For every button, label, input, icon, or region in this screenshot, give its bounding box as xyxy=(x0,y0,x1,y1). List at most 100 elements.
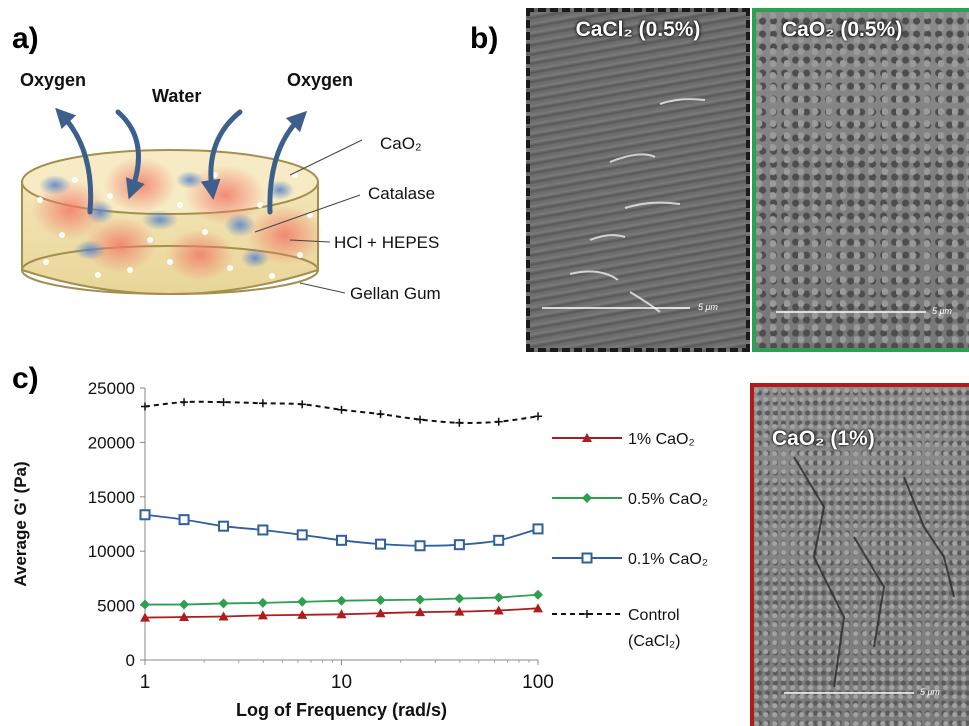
data-point-2 xyxy=(257,524,269,536)
data-point-3 xyxy=(337,405,346,414)
x-tick-label: 100 xyxy=(522,672,554,693)
data-point-0 xyxy=(336,609,347,619)
data-point-2 xyxy=(414,540,426,552)
y-tick-label: 5000 xyxy=(97,597,135,616)
data-point-2 xyxy=(296,529,308,541)
sem-image-cao2-0-5: CaO₂ (0.5%) 5 μm xyxy=(752,8,969,352)
rheology-chart: 0 5000 10000 15000 20000 25000 1 10 100 1% CaO₂… xyxy=(11,379,708,720)
cao2-label: CaO₂ xyxy=(380,134,422,153)
sem-image-cao2-1: CaO₂ (1%) 5 μm xyxy=(750,383,969,726)
sem-label-cao2-1: CaO₂ (1%) xyxy=(772,427,875,450)
data-point-3 xyxy=(258,399,267,408)
data-point-0 xyxy=(140,612,150,622)
sem-label-cao2-0-5: CaO₂ (0.5%) xyxy=(782,18,903,41)
scalebar-cao2-0-5: 5 μm xyxy=(932,306,952,316)
panel-b-letter: b) xyxy=(470,22,499,55)
legend-label-0: 1% CaO₂ xyxy=(628,431,695,448)
cao2-0-5-scalebar xyxy=(776,311,926,313)
leader-lines xyxy=(254,139,363,294)
water-in-left-arrow xyxy=(115,109,145,200)
legend-marker-2 xyxy=(581,552,593,564)
hcl-hepes-label: HCl + HEPES xyxy=(334,233,440,252)
data-point-1 xyxy=(179,599,190,610)
data-point-3 xyxy=(416,415,425,424)
legend-label-1: 0.5% CaO₂ xyxy=(628,491,708,508)
legend-marker-0 xyxy=(582,433,592,442)
hepes-blobs xyxy=(39,171,294,268)
sem-label-cacl2: CaCl₂ (0.5%) xyxy=(575,18,701,41)
data-point-2 xyxy=(493,534,505,546)
data-point-2 xyxy=(139,509,151,521)
hydrogel-schematic xyxy=(21,107,363,295)
data-point-0 xyxy=(533,603,543,613)
data-point-2 xyxy=(178,514,190,526)
water-label: Water xyxy=(152,86,202,106)
data-point-2 xyxy=(336,534,347,546)
scalebar-cao2-1: 5 μm xyxy=(920,687,940,697)
data-point-3 xyxy=(219,398,228,407)
sem-image-cacl2: CaCl₂ (0.5%) 5 μm xyxy=(526,8,750,352)
data-point-0 xyxy=(375,608,386,618)
data-point-2 xyxy=(375,538,387,550)
oxygen-out-left-arrow xyxy=(55,107,94,215)
y-tick-label: 15000 xyxy=(88,488,135,507)
data-point-1 xyxy=(533,589,543,600)
legend-marker-1 xyxy=(582,493,592,503)
data-point-2 xyxy=(453,539,465,551)
data-point-3 xyxy=(180,398,189,407)
catalase-label: Catalase xyxy=(368,184,436,203)
legend-label-3-cont: (CaCl₂) xyxy=(628,633,680,650)
data-point-1 xyxy=(493,592,504,603)
cao2-1-cracks xyxy=(784,456,955,694)
x-axis-ticks: 1 10 100 xyxy=(140,660,554,693)
data-point-3 xyxy=(534,412,542,421)
data-point-1 xyxy=(454,593,465,604)
series-line-3 xyxy=(144,400,539,424)
flow-arrows xyxy=(55,107,308,215)
data-point-0 xyxy=(297,609,308,619)
data-point-3 xyxy=(376,410,385,419)
panel-c-letter: c) xyxy=(12,362,39,395)
data-point-1 xyxy=(218,598,229,609)
legend-label-3: Control xyxy=(628,607,680,624)
data-point-1 xyxy=(297,596,308,607)
data-point-3 xyxy=(455,418,464,427)
data-point-0 xyxy=(179,612,190,622)
y-tick-label: 20000 xyxy=(88,433,135,452)
data-point-1 xyxy=(140,599,150,610)
data-point-1 xyxy=(415,594,426,605)
data-point-2 xyxy=(218,520,230,532)
y-tick-label: 0 xyxy=(126,651,135,670)
cao2-particles xyxy=(37,172,313,279)
y-tick-label: 25000 xyxy=(88,379,135,398)
y-tick-label: 10000 xyxy=(88,542,135,561)
scalebar-cacl2: 5 μm xyxy=(698,302,718,312)
gellan-gum-label: Gellan Gum xyxy=(350,284,441,303)
x-tick-label: 1 xyxy=(140,672,151,693)
data-point-1 xyxy=(336,595,347,606)
oxygen-out-right-arrow xyxy=(267,110,308,215)
data-point-0 xyxy=(415,607,426,617)
cacl2-surface-ridges xyxy=(542,98,706,313)
x-tick-label: 10 xyxy=(331,672,352,693)
data-point-2 xyxy=(532,523,544,535)
water-in-right-arrow xyxy=(200,109,243,200)
oxygen-right-label: Oxygen xyxy=(287,70,354,90)
data-point-1 xyxy=(257,597,268,608)
y-axis-ticks: 0 5000 10000 15000 20000 25000 xyxy=(88,379,145,670)
x-axis-label: Log of Frequency (rad/s) xyxy=(236,700,447,720)
data-point-3 xyxy=(298,400,307,409)
oxygen-left-label: Oxygen xyxy=(20,70,87,90)
legend-label-2: 0.1% CaO₂ xyxy=(628,551,708,568)
panel-a-letter: a) xyxy=(12,22,39,55)
data-point-0 xyxy=(493,605,504,615)
data-point-0 xyxy=(454,606,465,616)
data-point-0 xyxy=(257,610,268,620)
data-point-0 xyxy=(218,611,229,621)
data-point-3 xyxy=(494,417,503,426)
y-axis-label: Average G' (Pa) xyxy=(11,461,30,586)
legend-marker-3 xyxy=(583,610,591,618)
data-point-1 xyxy=(375,595,386,606)
series-layer xyxy=(139,398,544,622)
data-point-3 xyxy=(141,402,149,411)
